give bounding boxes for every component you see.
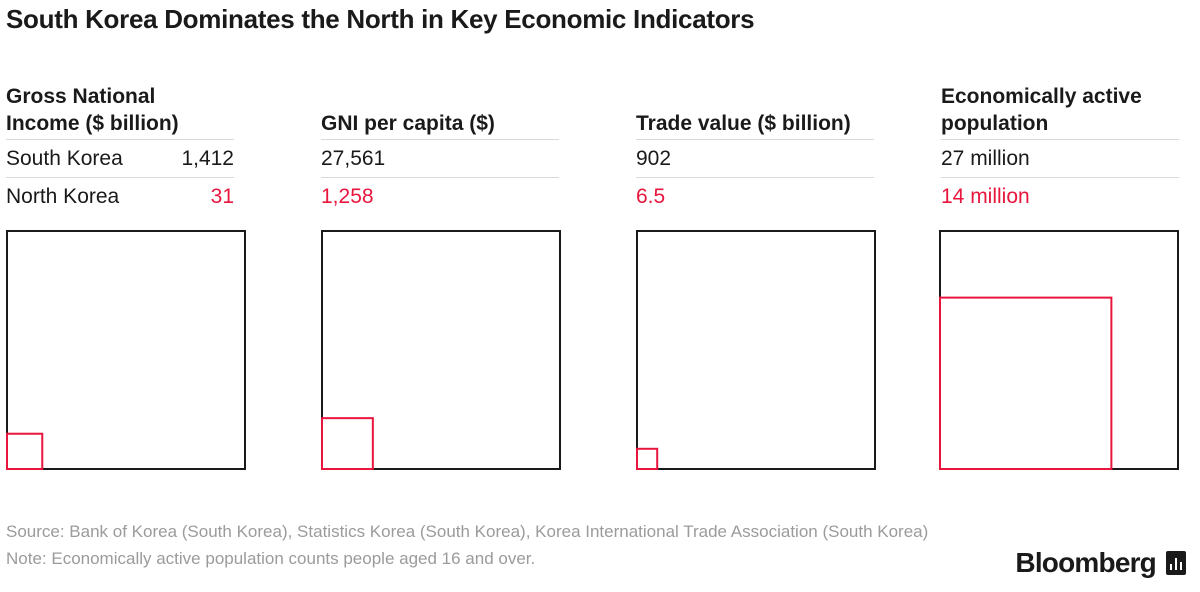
square-chart-gni [6,230,246,470]
indicator-gni: Gross National Income ($ billion) South … [6,84,234,216]
south-korea-row: South Korea 1,412 [6,140,234,178]
south-korea-row: 27,561 [321,140,559,178]
north-korea-value: 14 million [941,185,1030,208]
indicator-active-population: Economically active population 27 millio… [941,84,1179,216]
source-note: Source: Bank of Korea (South Korea), Sta… [6,522,929,541]
south-korea-value: 27 million [941,146,1030,170]
bloomberg-terminal-icon [1166,551,1186,575]
north-korea-label: North Korea [6,185,120,208]
indicator-title: Trade value ($ billion) [636,84,874,140]
north-korea-row: 14 million [941,178,1179,216]
indicator-title: Gross National Income ($ billion) [6,84,234,140]
square-comparison-svg [321,230,561,471]
indicator-gni-per-capita: GNI per capita ($) 27,561 1,258 [321,84,559,216]
north-korea-value: 1,258 [321,185,374,208]
south-korea-square [321,230,561,470]
footnote: Note: Economically active population cou… [6,549,536,568]
square-comparison-svg [636,230,876,470]
chart-title: South Korea Dominates the North in Key E… [6,4,755,34]
square-comparison-svg [939,230,1179,471]
north-korea-row: 1,258 [321,178,559,216]
square-chart-trade-value [636,230,876,470]
north-korea-square [321,417,374,471]
south-korea-label: South Korea [6,146,123,170]
square-chart-active-population [939,230,1179,471]
indicator-title: Economically active population [941,84,1179,140]
north-korea-value: 31 [210,185,234,208]
square-comparison-svg [6,230,246,470]
south-korea-value: 27,561 [321,146,386,170]
south-korea-row: 902 [636,140,874,178]
north-korea-row: North Korea 31 [6,178,234,216]
south-korea-value: 1,412 [181,146,234,170]
brand-name: Bloomberg [1015,547,1156,578]
south-korea-value: 902 [636,146,672,170]
north-korea-value: 6.5 [636,185,666,208]
north-korea-row: 6.5 [636,178,874,216]
north-korea-square [636,447,659,470]
south-korea-square [636,230,876,470]
south-korea-row: 27 million [941,140,1179,178]
square-chart-gni-per-capita [321,230,561,471]
bloomberg-logo: Bloomberg [1015,547,1186,579]
north-korea-square [6,432,44,470]
indicator-title: GNI per capita ($) [321,84,559,140]
south-korea-square [939,230,1179,470]
indicator-trade-value: Trade value ($ billion) 902 6.5 [636,84,874,216]
south-korea-square [6,230,246,470]
north-korea-square [939,296,1113,471]
